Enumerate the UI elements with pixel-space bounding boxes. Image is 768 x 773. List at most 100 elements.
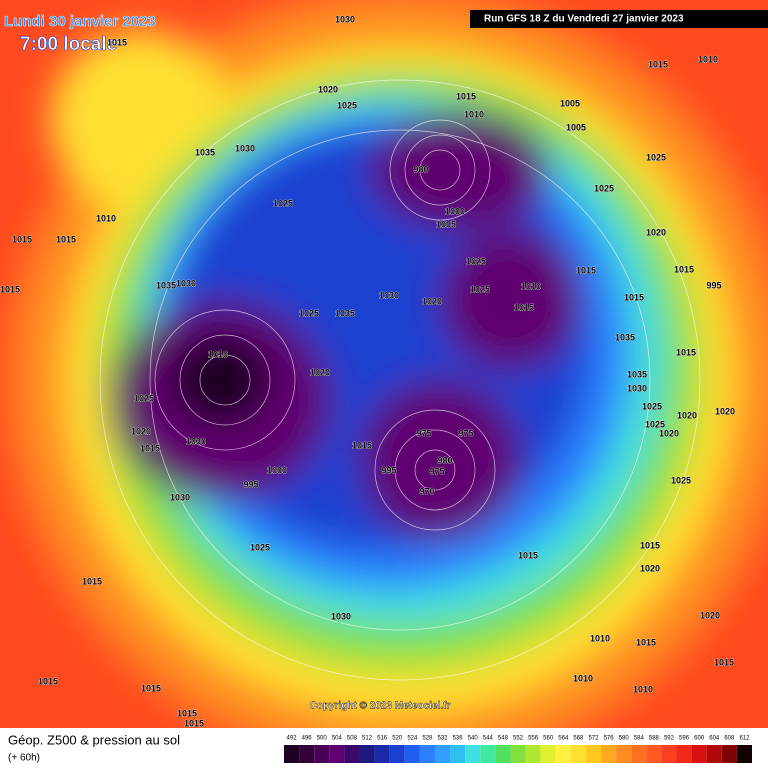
scale-swatch <box>450 745 466 763</box>
pressure-label: 1015 <box>107 37 127 47</box>
scale-swatch <box>329 745 345 763</box>
pressure-label: 1010 <box>590 633 610 643</box>
scale-label: 596 <box>679 736 690 742</box>
run-info: Run GFS 18 Z du Vendredi 27 janvier 2023 <box>484 14 684 25</box>
forecast-date: Lundi 30 janvier 2023 <box>4 13 156 30</box>
pressure-label: 1010 <box>698 54 718 64</box>
scale-swatch <box>736 745 752 763</box>
pressure-label: 1030 <box>235 143 255 153</box>
scale-swatch <box>721 745 737 763</box>
forecast-time: 7:00 locale <box>20 34 117 55</box>
scale-swatch <box>676 745 692 763</box>
scale-swatch <box>616 745 632 763</box>
pressure-label: 1020 <box>715 406 735 416</box>
pressure-label: 1030 <box>627 383 647 393</box>
pressure-label: 1010 <box>96 213 116 223</box>
scale-label: 608 <box>724 736 735 742</box>
pressure-label: 1015 <box>636 637 656 647</box>
pressure-label: 1015 <box>714 657 734 667</box>
pressure-label: 1025 <box>134 393 154 403</box>
scale-label: 524 <box>407 736 418 742</box>
scale-label: 532 <box>438 736 449 742</box>
pressure-label: 1015 <box>82 576 102 586</box>
pressure-label: 995 <box>706 280 721 290</box>
scale-swatch <box>691 745 707 763</box>
pressure-label: 1020 <box>422 296 442 306</box>
pressure-label: 1035 <box>627 369 647 379</box>
pressure-label: 1015 <box>352 440 372 450</box>
pressure-label: 1015 <box>640 540 660 550</box>
pressure-label: 1010 <box>573 673 593 683</box>
pressure-labels: 1030 1015 1015 1010 1020 1025 1015 1010 1005 1005… <box>0 14 735 729</box>
pressure-label: 1035 <box>615 332 635 342</box>
pressure-label: 1015 <box>177 708 197 718</box>
pressure-label: 1015 <box>456 91 476 101</box>
pressure-label: 1015 <box>56 234 76 244</box>
pressure-label: 1015 <box>576 265 596 275</box>
scale-label: 540 <box>468 736 479 742</box>
color-scale: 492 496 500 504 508 512 516 520 524 528 532 536 540 5… <box>284 736 752 763</box>
scale-label: 492 <box>287 736 298 742</box>
footer-title: Géop. Z500 & pression au sol <box>8 732 180 747</box>
pressure-label: 1025 <box>299 308 319 318</box>
copyright: Copyright © 2023 Meteociel.fr <box>310 701 451 712</box>
scale-swatch <box>434 745 451 763</box>
scale-label: 572 <box>588 736 599 742</box>
pressure-label: 1015 <box>0 284 20 294</box>
isobars <box>99 79 701 681</box>
scale-label: 556 <box>528 736 539 742</box>
pressure-label: 1025 <box>337 100 357 110</box>
pressure-label: 1005 <box>436 219 456 229</box>
scale-label: 552 <box>513 736 524 742</box>
scale-swatch <box>706 745 722 763</box>
scale-label: 564 <box>558 736 569 742</box>
pressure-label: 1025 <box>646 152 666 162</box>
pressure-label: 1000 <box>445 206 465 216</box>
scale-swatch <box>510 745 526 763</box>
footer-lead: (+ 60h) <box>8 753 40 764</box>
scale-label: 536 <box>453 736 464 742</box>
pressure-label: 1025 <box>470 284 490 294</box>
pressure-label: 1020 <box>700 610 720 620</box>
scale-swatch <box>344 745 360 763</box>
scale-label: 496 <box>302 736 313 742</box>
scale-swatch <box>299 745 315 763</box>
scale-swatch <box>540 745 556 763</box>
pressure-label: 1025 <box>273 198 293 208</box>
scale-label: 600 <box>694 736 705 742</box>
scale-label: 516 <box>377 736 388 742</box>
pressure-label: 1015 <box>648 59 668 69</box>
scale-swatch <box>585 745 602 763</box>
scale-label: 568 <box>573 736 584 742</box>
pressure-label: 1020 <box>640 563 660 573</box>
scale-label: 528 <box>422 736 433 742</box>
scale-swatch <box>631 745 647 763</box>
pressure-label: 1035 <box>156 280 176 290</box>
pressure-label: 1025 <box>671 475 691 485</box>
pressure-label: 1020 <box>677 410 697 420</box>
scale-swatch <box>525 745 541 763</box>
scale-swatch <box>555 745 571 763</box>
run-banner <box>470 10 768 28</box>
pressure-label: 1025 <box>594 183 614 193</box>
pressure-label: 1005 <box>560 98 580 108</box>
pressure-label: 975 <box>429 466 444 476</box>
scale-swatch <box>480 745 496 763</box>
pressure-label: 1030 <box>379 290 399 300</box>
pressure-label: 1015 <box>514 302 534 312</box>
pressure-label: 1020 <box>318 84 338 94</box>
pressure-label: 1035 <box>335 308 355 318</box>
pressure-label: 975 <box>416 428 431 438</box>
pressure-label: 1030 <box>331 611 351 621</box>
pressure-label: 1010 <box>208 349 228 359</box>
pressure-label: 1015 <box>676 347 696 357</box>
pressure-label: 1005 <box>566 122 586 132</box>
pressure-label: 995 <box>381 465 396 475</box>
scale-label: 504 <box>332 736 343 742</box>
pressure-label: 1015 <box>674 264 694 274</box>
pressure-label: 1025 <box>250 542 270 552</box>
scale-swatch <box>374 745 390 763</box>
pressure-label: 1010 <box>464 109 484 119</box>
